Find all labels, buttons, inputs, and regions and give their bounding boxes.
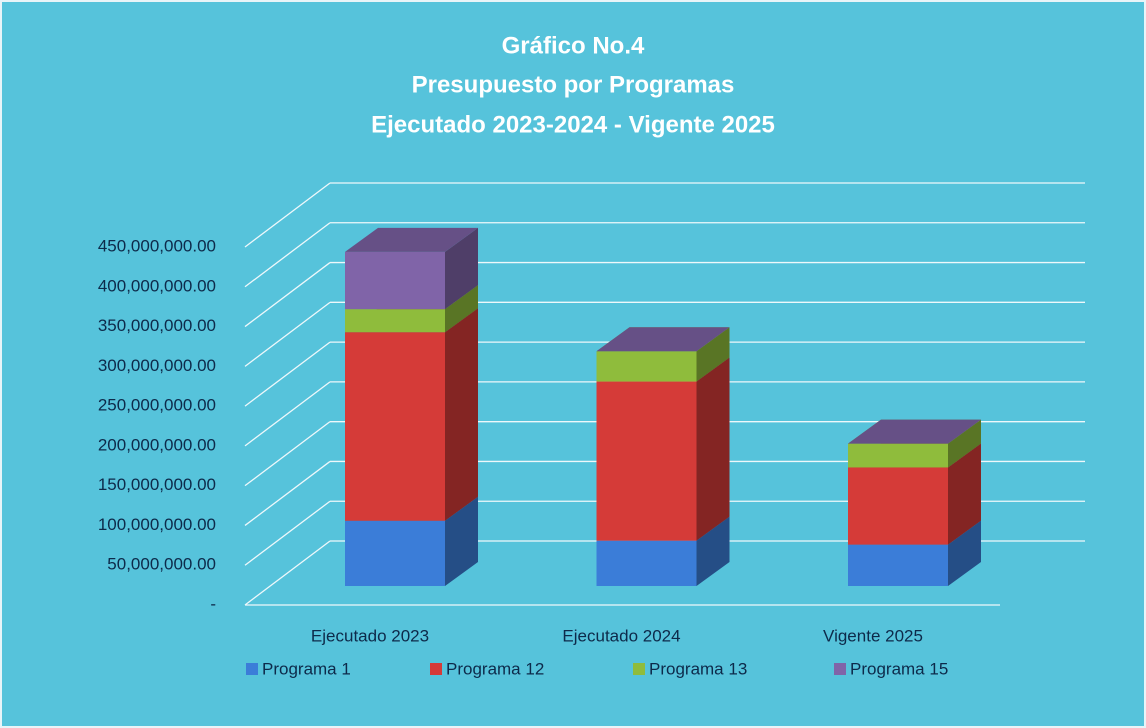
bar-side xyxy=(948,443,981,545)
grid-line xyxy=(244,301,331,367)
bar-front xyxy=(596,381,697,541)
y-tick-label: 300,000,000.00 xyxy=(98,356,216,375)
chart-title: Presupuesto por Programas xyxy=(412,71,735,98)
y-tick-label: 400,000,000.00 xyxy=(98,276,216,295)
legend-swatch xyxy=(246,663,258,675)
legend-label: Programa 13 xyxy=(649,659,747,678)
y-tick-label: 100,000,000.00 xyxy=(98,515,216,534)
chart-title: Ejecutado 2023-2024 - Vigente 2025 xyxy=(371,111,775,138)
bar-side xyxy=(445,227,478,310)
bar-side xyxy=(696,516,730,586)
y-tick-label: 350,000,000.00 xyxy=(98,316,216,335)
bar-side xyxy=(445,496,478,586)
bar-front xyxy=(345,251,445,310)
y-tick-label: 250,000,000.00 xyxy=(98,396,216,415)
bar-top xyxy=(848,419,981,444)
bar-front xyxy=(596,351,697,382)
bar-top xyxy=(596,327,730,352)
legend-label: Programa 15 xyxy=(850,659,948,678)
grid-line xyxy=(244,262,331,328)
bar-front xyxy=(345,309,445,333)
chart-title: Gráfico No.4 xyxy=(502,32,645,59)
x-tick-label: Vigente 2025 xyxy=(823,626,923,645)
y-tick-label: 450,000,000.00 xyxy=(98,236,216,255)
grid-line xyxy=(244,500,331,566)
bar-side xyxy=(445,285,478,333)
bar-front xyxy=(848,443,948,468)
bar-top xyxy=(345,227,478,252)
x-tick-label: Ejecutado 2024 xyxy=(562,626,680,645)
y-tick-label: 50,000,000.00 xyxy=(107,555,216,574)
bar-front xyxy=(345,332,445,521)
bar-front xyxy=(848,467,948,545)
grid-line xyxy=(244,341,331,407)
grid-line xyxy=(244,222,331,288)
y-tick-label: 200,000,000.00 xyxy=(98,435,216,454)
bar-side xyxy=(696,357,730,541)
bar-side xyxy=(445,308,478,521)
bar-front xyxy=(848,544,948,586)
legend-swatch xyxy=(430,663,442,675)
legend-label: Programa 12 xyxy=(446,659,544,678)
bar-front xyxy=(345,520,445,586)
legend-swatch xyxy=(834,663,846,675)
grid-line xyxy=(244,182,331,248)
y-tick-label: 150,000,000.00 xyxy=(98,475,216,494)
grid-line xyxy=(244,381,331,447)
legend-label: Programa 1 xyxy=(262,659,351,678)
bar-side xyxy=(696,327,730,382)
x-tick-label: Ejecutado 2023 xyxy=(311,626,429,645)
bar-side xyxy=(948,419,981,468)
bar-front xyxy=(596,540,697,586)
grid-line xyxy=(244,540,331,606)
grid-line xyxy=(244,460,331,526)
bar-side xyxy=(948,520,981,586)
grid-line xyxy=(244,421,331,487)
legend-swatch xyxy=(633,663,645,675)
y-tick-label: - xyxy=(210,594,216,613)
